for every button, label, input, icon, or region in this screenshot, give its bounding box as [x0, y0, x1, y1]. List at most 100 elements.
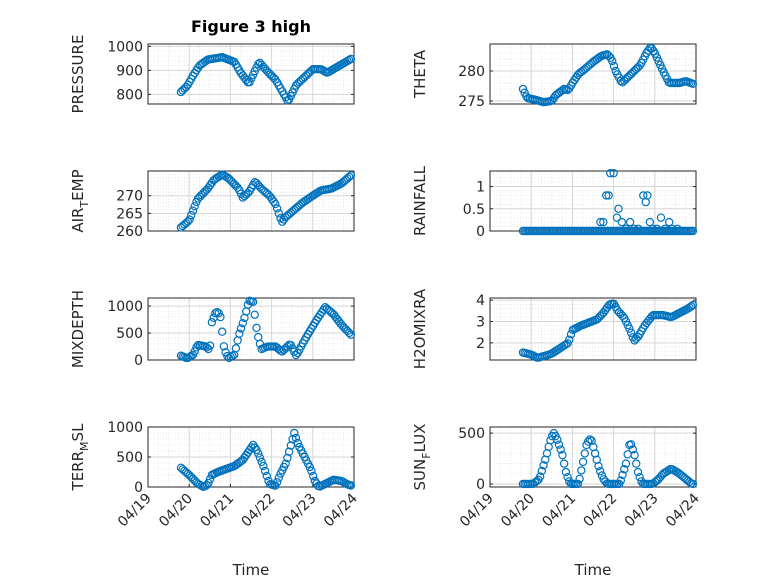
series-mixdepth: [176, 296, 356, 363]
data-point: [305, 462, 314, 472]
data-point: [217, 327, 227, 336]
y-tick-label: 0.5: [463, 202, 485, 218]
data-point: [236, 324, 246, 333]
data-point: [596, 217, 605, 227]
data-point: [621, 459, 631, 468]
y-tick-label: 265: [116, 206, 143, 222]
data-point: [539, 461, 548, 470]
x-tick-label: 04/24: [321, 490, 361, 530]
data-point: [573, 479, 583, 489]
data-point: [183, 217, 193, 226]
data-point: [274, 209, 284, 218]
data-point: [652, 224, 662, 233]
data-point: [632, 459, 641, 468]
data-point: [609, 169, 618, 178]
data-point: [257, 457, 266, 467]
data-point: [204, 478, 213, 488]
data-point: [609, 61, 619, 71]
y-tick-label: 1000: [107, 420, 143, 436]
data-point: [641, 197, 650, 207]
data-point: [688, 79, 698, 89]
data-point: [665, 217, 674, 227]
series-sun_flux: [518, 428, 698, 489]
x-tick-label: 04/22: [581, 491, 621, 531]
data-point: [259, 461, 268, 471]
data-point: [272, 204, 282, 213]
data-point: [346, 330, 356, 339]
data-point: [233, 183, 242, 192]
axes-box: [489, 426, 697, 488]
data-point: [616, 76, 626, 86]
x-axis-title: Time: [574, 561, 612, 579]
data-point: [628, 445, 638, 454]
data-point: [688, 226, 698, 236]
y-axis-title: RAINFALL: [411, 165, 429, 236]
y-tick-label: 0: [476, 477, 485, 493]
data-point: [633, 467, 643, 477]
x-axis-title: Time: [232, 561, 270, 579]
y-tick-label: 1000: [107, 39, 143, 55]
axes-box: [489, 43, 697, 105]
data-point: [188, 206, 198, 215]
y-axis-title-suffix: SL: [69, 423, 87, 442]
y-tick-label: 900: [116, 63, 143, 79]
data-point: [583, 437, 593, 446]
y-axis-title-main: RAINFALL: [411, 165, 429, 236]
data-point: [688, 300, 698, 310]
data-point: [271, 199, 280, 209]
data-point: [262, 471, 271, 481]
y-tick-label: 275: [458, 94, 485, 110]
y-axis-title: PRESSURE: [69, 35, 87, 114]
data-point: [187, 210, 196, 220]
data-point: [219, 342, 229, 351]
x-tick-label: 04/21: [197, 491, 237, 531]
y-axis-title-subscript: T: [78, 201, 91, 209]
data-point: [688, 479, 698, 489]
x-tick-label: 04/20: [498, 491, 538, 531]
data-point: [269, 197, 278, 206]
y-tick-label: 500: [458, 426, 485, 442]
data-point: [216, 312, 225, 322]
data-point: [231, 344, 241, 353]
data-point: [577, 466, 586, 475]
data-point: [561, 467, 571, 477]
y-tick-label: 0: [476, 224, 485, 240]
data-point: [553, 435, 562, 444]
y-axis-title-main: THETA: [411, 49, 429, 99]
y-axis-title-subscript: F: [420, 452, 433, 458]
data-point: [596, 467, 605, 476]
data-point: [594, 461, 603, 471]
data-point: [185, 215, 194, 224]
data-point: [255, 453, 265, 462]
data-point: [616, 476, 626, 485]
data-point: [252, 323, 261, 333]
y-axis-title-main: H2OMIXRA: [411, 288, 429, 369]
data-point: [625, 324, 634, 333]
data-point: [656, 213, 666, 222]
y-axis-title: THETA: [411, 49, 429, 99]
data-point: [241, 307, 251, 316]
y-axis-title: TERRMSL: [69, 423, 91, 492]
data-point: [248, 297, 258, 306]
data-point: [254, 59, 263, 69]
data-point: [238, 318, 247, 328]
data-point: [308, 471, 318, 481]
data-point: [606, 169, 615, 178]
subplot-pressure: 800 900 1000 PRESSURE: [69, 35, 356, 114]
data-point: [260, 466, 270, 476]
y-axis-title-main: PRESSURE: [69, 35, 87, 114]
x-tick-label: 04/20: [156, 491, 196, 531]
data-point: [648, 224, 657, 233]
axes-box: [147, 170, 355, 232]
data-point: [274, 473, 284, 482]
y-axis-title-main: SUN: [411, 459, 429, 491]
data-point: [621, 224, 631, 233]
x-tick-label: 04/21: [539, 491, 579, 531]
data-point: [604, 191, 613, 200]
y-axis-title: SUNFLUX: [411, 424, 433, 491]
data-point: [214, 309, 223, 318]
data-point: [556, 445, 565, 454]
y-axis-title-subscript: M: [78, 441, 91, 451]
data-point: [344, 172, 354, 182]
